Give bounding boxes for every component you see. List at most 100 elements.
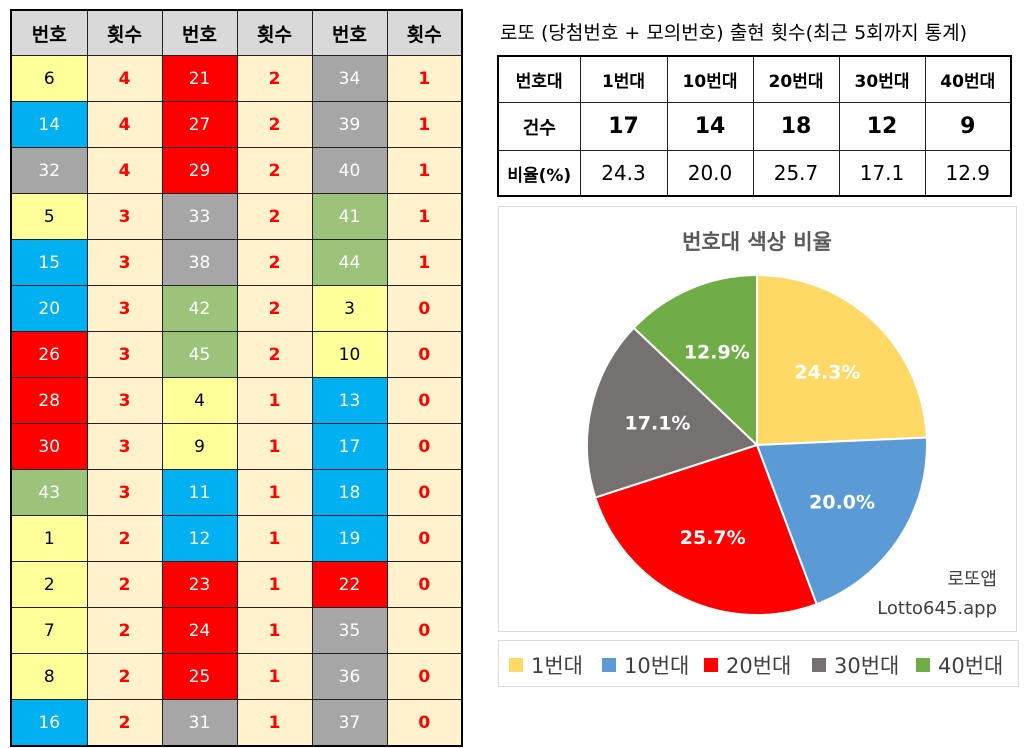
legend-label: 20번대	[726, 654, 792, 678]
frequency-row: 1 2 12 1 19 0	[10, 515, 463, 562]
count-cell: 2	[86, 515, 163, 562]
band-ratio: 24.3	[579, 150, 668, 197]
stats-title: 로또 (당첨번호 + 모의번호) 출현 횟수(최근 5회까지 통계)	[500, 22, 968, 44]
frequency-row: 15 3 38 2 44 1	[10, 239, 463, 286]
count-cell: 3	[86, 193, 163, 240]
legend-label: 30번대	[834, 654, 900, 678]
count-cell: 2	[236, 331, 313, 378]
number-cell: 27	[161, 101, 238, 148]
number-cell: 45	[161, 331, 238, 378]
count-cell: 0	[386, 515, 463, 562]
header-count-2: 횟수	[236, 9, 313, 56]
count-cell: 4	[86, 55, 163, 102]
number-cell: 43	[10, 469, 88, 516]
header-number-2: 번호	[161, 9, 238, 56]
frequency-row: 8 2 25 1 36 0	[10, 653, 463, 700]
pie-slice	[586, 326, 759, 499]
count-cell: 1	[386, 101, 463, 148]
number-cell: 21	[161, 55, 238, 102]
frequency-row: 43 3 11 1 18 0	[10, 469, 463, 516]
count-cell: 0	[386, 699, 463, 747]
count-cell: 1	[236, 699, 313, 747]
frequency-row: 30 3 9 1 17 0	[10, 423, 463, 470]
count-cell: 1	[386, 193, 463, 240]
number-cell: 23	[161, 561, 238, 608]
pie-slice	[632, 273, 758, 448]
frequency-row: 5 3 33 2 41 1	[10, 193, 463, 240]
count-cell: 0	[386, 377, 463, 424]
count-cell: 3	[86, 423, 163, 470]
legend-swatch	[602, 658, 616, 672]
number-cell: 12	[161, 515, 238, 562]
legend-label: 1번대	[531, 654, 584, 678]
band-stats-table: 번호대 1번대 10번대 20번대 30번대 40번대 건수 17 14 18 …	[497, 55, 1012, 197]
legend-swatch	[916, 658, 930, 672]
count-cell: 2	[236, 193, 313, 240]
number-cell: 22	[311, 561, 388, 608]
count-cell: 0	[386, 331, 463, 378]
band-ratio: 25.7	[752, 150, 840, 197]
number-cell: 37	[311, 699, 388, 747]
count-cell: 2	[236, 147, 313, 194]
number-cell: 35	[311, 607, 388, 654]
number-cell: 25	[161, 653, 238, 700]
count-cell: 3	[86, 239, 163, 286]
legend-item: 10번대	[602, 650, 689, 680]
number-cell: 5	[10, 193, 88, 240]
legend-item: 20번대	[704, 650, 791, 680]
chart-title: 번호대 색상 비율	[682, 230, 832, 254]
count-cell: 0	[386, 423, 463, 470]
count-cell: 2	[86, 699, 163, 747]
legend-label: 10번대	[624, 654, 690, 678]
pie-chart-panel: 번호대 색상 비율 24.3% 20.0% 25.7% 17.1% 12.9% 로또앱 Lot…	[498, 206, 1017, 632]
band-count: 9	[924, 102, 1012, 151]
frequency-row: 7 2 24 1 35 0	[10, 607, 463, 654]
number-cell: 8	[10, 653, 88, 700]
number-cell: 15	[10, 239, 88, 286]
count-cell: 3	[86, 285, 163, 332]
frequency-body: 6 4 21 2 34 1 14 4 27 2 39 1 32 4 29 2 40 1 5 3 33 2 41 1 15 3 38 2…	[10, 55, 463, 747]
number-cell: 39	[311, 101, 388, 148]
count-cell: 4	[86, 101, 163, 148]
count-cell: 1	[236, 607, 313, 654]
frequency-row: 20 3 42 2 3 0	[10, 285, 463, 332]
number-cell: 10	[311, 331, 388, 378]
number-cell: 41	[311, 193, 388, 240]
count-cell: 1	[236, 469, 313, 516]
number-cell: 7	[10, 607, 88, 654]
band-ratio: 20.0	[666, 150, 754, 197]
count-cell: 3	[86, 377, 163, 424]
count-cell: 0	[386, 561, 463, 608]
number-cell: 34	[311, 55, 388, 102]
number-cell: 36	[311, 653, 388, 700]
number-cell: 13	[311, 377, 388, 424]
band-count: 18	[752, 102, 840, 151]
slice-label: 25.7%	[680, 527, 746, 549]
slice-label: 12.9%	[684, 341, 750, 363]
ratio-row-label: 비율(%)	[497, 150, 581, 197]
band-label: 10번대	[666, 55, 754, 103]
header-number-3: 번호	[311, 9, 388, 56]
count-cell: 1	[236, 561, 313, 608]
count-cell: 1	[236, 515, 313, 562]
number-cell: 40	[311, 147, 388, 194]
chart-legend: 1번대 10번대 20번대 30번대 40번대	[498, 640, 1019, 687]
frequency-row: 32 4 29 2 40 1	[10, 147, 463, 194]
number-cell: 11	[161, 469, 238, 516]
pie-slice	[755, 436, 928, 606]
number-cell: 9	[161, 423, 238, 470]
count-cell: 4	[86, 147, 163, 194]
number-cell: 33	[161, 193, 238, 240]
count-cell: 3	[86, 331, 163, 378]
watermark-text: 로또앱	[947, 569, 997, 590]
count-cell: 1	[236, 377, 313, 424]
number-cell: 38	[161, 239, 238, 286]
number-cell: 30	[10, 423, 88, 470]
frequency-row: 2 2 23 1 22 0	[10, 561, 463, 608]
header-count-1: 횟수	[86, 9, 163, 56]
number-cell: 31	[161, 699, 238, 747]
band-count-row: 건수 17 14 18 12 9	[497, 102, 1012, 151]
number-cell: 26	[10, 331, 88, 378]
count-cell: 2	[236, 101, 313, 148]
number-cell: 32	[10, 147, 88, 194]
